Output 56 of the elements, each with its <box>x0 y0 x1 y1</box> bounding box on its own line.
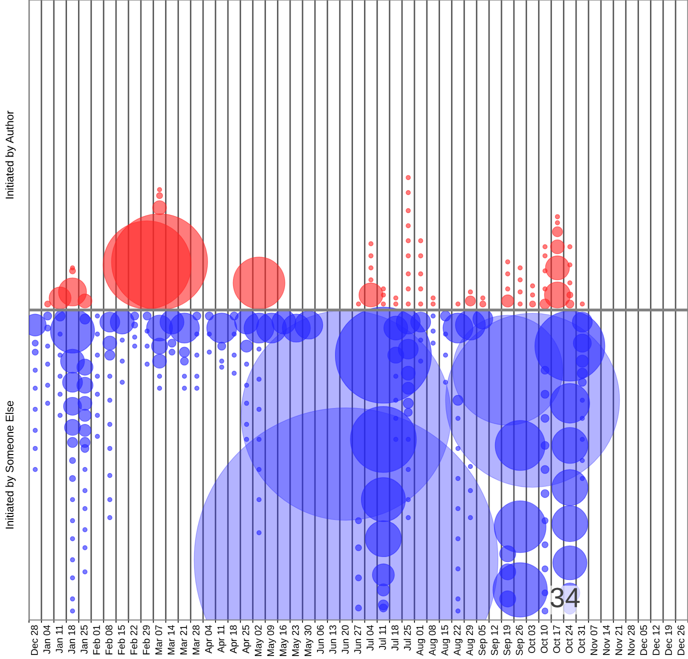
x-tick-label: Feb 22 <box>130 625 138 654</box>
x-tick-label: Mar 07 <box>155 625 162 654</box>
text: Initiated by Author <box>5 110 16 198</box>
x-tick-label: Feb 15 <box>118 625 125 654</box>
x-tick-label: Sep 19 <box>503 625 512 656</box>
x-tick-label: Jan 25 <box>80 625 88 654</box>
x-tick-label: Sep 26 <box>516 625 525 656</box>
x-tick-label: Jan 11 <box>56 625 63 654</box>
x-tick-label: Aug 08 <box>428 625 438 656</box>
x-tick-label: Nov 14 <box>603 625 610 655</box>
x-tick-label: May 09 <box>267 625 276 656</box>
x-tick-label: Dec 26 <box>678 625 684 655</box>
x-tick-label: Jan 18 <box>68 625 76 654</box>
x-tick-label: Jul 25 <box>404 625 411 651</box>
x-tick-label: Feb 29 <box>142 625 150 654</box>
x-tick-label: Dec 28 <box>30 625 38 655</box>
x-tick-label: Sep 05 <box>478 625 488 656</box>
x-tick-label: May 30 <box>304 625 314 656</box>
x-tick-label: Jun 20 <box>342 625 349 654</box>
x-tick-label: Dec 05 <box>640 625 648 655</box>
x-tick-label: Jan 04 <box>43 625 50 654</box>
x-tick-label: Oct 17 <box>553 625 560 654</box>
x-tick-label: Apr 11 <box>218 625 226 653</box>
x-tick-label: Apr 04 <box>205 625 214 654</box>
x-tick-label: Feb 08 <box>105 625 112 654</box>
annotation: 34 <box>550 588 580 608</box>
x-tick-label: Oct 31 <box>578 625 585 654</box>
x-tick-label: Oct 03 <box>528 625 536 654</box>
x-tick-label: Jul 18 <box>391 625 398 651</box>
x-tick-label: Aug 01 <box>416 625 426 656</box>
x-tick-label: Aug 29 <box>466 625 475 656</box>
x-tick-label: Mar 14 <box>168 625 175 654</box>
x-tick-label: Mar 28 <box>192 625 200 654</box>
x-tick-label: Aug 15 <box>441 625 450 656</box>
x-tick-label: Mar 21 <box>180 625 188 654</box>
x-tick-label: Nov 28 <box>628 625 635 655</box>
text: Initiated by Someone Else <box>5 400 16 529</box>
x-tick-label: Apr 25 <box>242 625 252 654</box>
x-tick-label: Apr 18 <box>230 625 239 654</box>
x-tick-label: Sep 12 <box>491 625 500 656</box>
x-tick-label: May 16 <box>280 625 288 656</box>
x-tick-label: Nov 07 <box>590 625 598 655</box>
x-tick-label: Dec 12 <box>652 625 660 655</box>
x-tick-label: Oct 10 <box>540 625 548 654</box>
x-tick-label: Oct 24 <box>566 625 572 654</box>
x-tick-label: Jul 04 <box>366 625 374 651</box>
x-tick-label: Jun 27 <box>354 625 362 654</box>
x-tick-label: Jul 11 <box>378 625 386 650</box>
x-tick-label: Jun 06 <box>316 625 324 654</box>
x-tick-label: May 02 <box>254 625 264 656</box>
x-tick-label: Jun 13 <box>329 625 336 654</box>
x-tick-label: Aug 22 <box>454 625 463 656</box>
x-tick-label: May 23 <box>292 625 301 656</box>
x-tick-label: Feb 01 <box>92 625 100 654</box>
x-tick-label: Dec 19 <box>665 625 672 655</box>
x-tick-label: Nov 21 <box>615 625 622 655</box>
